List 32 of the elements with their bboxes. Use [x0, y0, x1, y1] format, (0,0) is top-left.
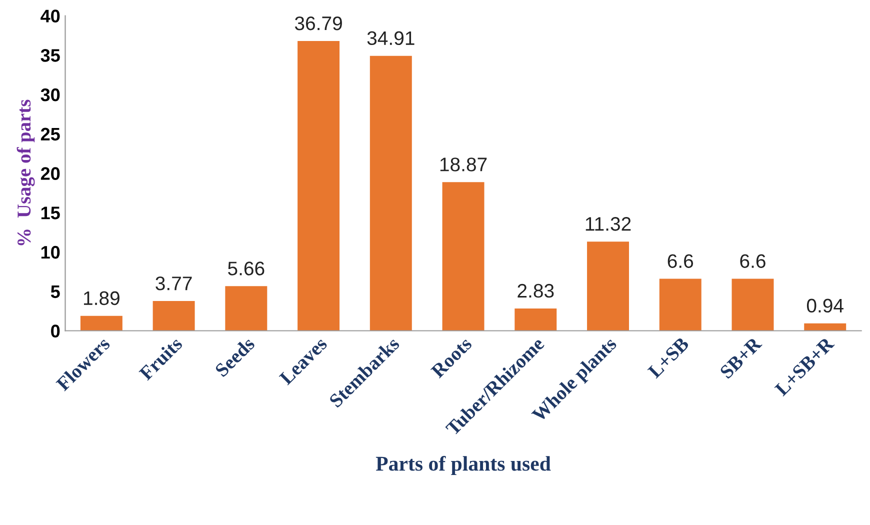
x-axis-title: Parts of plants used [376, 456, 551, 476]
data-label: 11.32 [586, 217, 631, 231]
y-tick-label: 35 [40, 49, 60, 62]
y-tick-label: 30 [40, 88, 60, 102]
data-label: 6.6 [668, 254, 694, 268]
bar [152, 301, 195, 331]
bar [659, 278, 702, 331]
data-label: 5.66 [228, 262, 264, 276]
data-label: 34.91 [367, 31, 414, 46]
data-label: 36.79 [294, 16, 342, 30]
y-tick-label: 25 [40, 128, 60, 141]
y-axis-title: % Usage of parts [16, 100, 35, 246]
bar [298, 41, 340, 331]
y-tick-label: 40 [40, 10, 60, 22]
bar [442, 182, 484, 331]
data-label: 18.87 [440, 158, 487, 172]
bar [80, 316, 122, 331]
y-tick-label: 5 [50, 285, 60, 298]
data-label: 6.6 [740, 254, 766, 268]
y-tick-label: 15 [41, 206, 60, 220]
bar [225, 286, 268, 331]
bar [370, 56, 412, 331]
bar [587, 242, 629, 331]
bar [514, 308, 557, 331]
y-tick-label: 10 [41, 246, 60, 259]
data-label: 0.94 [806, 298, 844, 313]
bar [732, 278, 774, 331]
y-tick-label: 0 [51, 324, 60, 338]
y-tick-label: 20 [40, 167, 60, 180]
data-label: 2.83 [518, 284, 554, 298]
data-label: 1.89 [84, 291, 120, 306]
data-label: 3.77 [156, 276, 192, 290]
